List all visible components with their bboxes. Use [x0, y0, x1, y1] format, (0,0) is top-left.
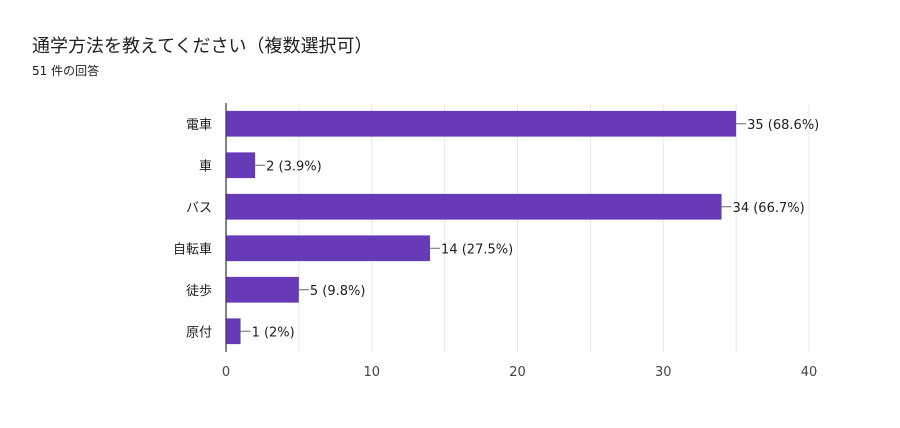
bar-6 — [226, 318, 241, 345]
bar-1 — [226, 110, 737, 137]
x-tick-label: 20 — [509, 365, 526, 380]
category-label: バス — [186, 201, 212, 216]
response-count: 51 件の回答 — [32, 64, 100, 78]
category-label: 電車 — [186, 118, 212, 133]
category-label: 自転車 — [173, 242, 212, 257]
bar-2 — [226, 152, 256, 179]
x-tick-label: 10 — [363, 365, 380, 380]
x-tick-label: 40 — [801, 365, 818, 380]
x-tick-label: 30 — [655, 365, 672, 380]
category-label: 徒歩 — [186, 284, 212, 299]
bar-5 — [226, 276, 299, 303]
value-label: 34 (66.7%) — [733, 201, 805, 216]
value-label: 14 (27.5%) — [441, 242, 513, 257]
x-tick-label: 0 — [222, 365, 230, 380]
bar-3 — [226, 193, 722, 220]
value-label: 2 (3.9%) — [266, 159, 322, 174]
category-label: 原付 — [186, 325, 212, 340]
value-label: 5 (9.8%) — [310, 284, 366, 299]
value-label: 1 (2%) — [252, 325, 295, 340]
value-label: 35 (68.6%) — [747, 118, 819, 133]
category-label: 車 — [199, 159, 212, 174]
chart-title: 通学方法を教えてください（複数選択可） — [32, 36, 373, 57]
bar-4 — [226, 235, 431, 262]
